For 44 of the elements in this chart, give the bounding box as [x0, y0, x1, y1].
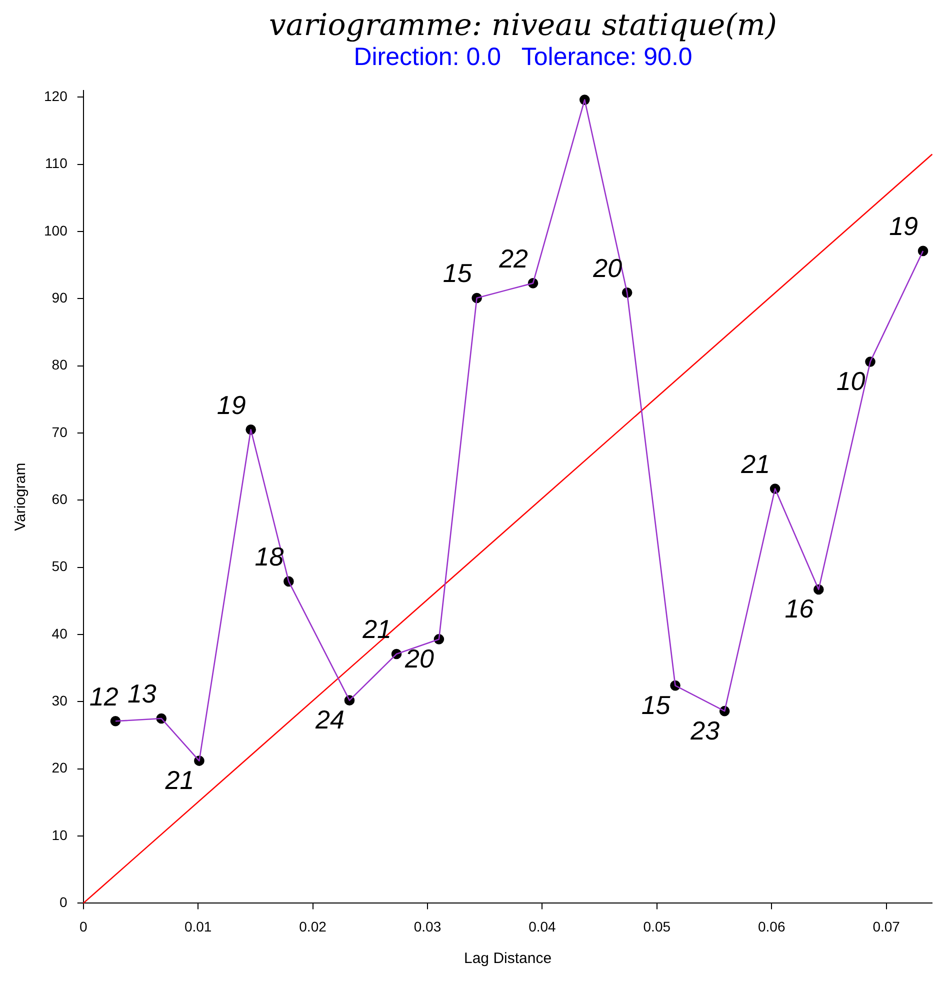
y-tick-label: 120 — [44, 88, 68, 104]
x-tick-label: 0.02 — [299, 918, 327, 934]
annotation: 19 — [216, 390, 246, 420]
annotation: 21 — [740, 448, 770, 479]
x-tick-label: 0.03 — [414, 918, 442, 934]
annotation: 18 — [254, 542, 284, 572]
x-tick-label: 0.05 — [643, 918, 671, 934]
y-tick-label: 70 — [52, 424, 68, 440]
annotation: 24 — [314, 704, 344, 735]
y-tick-label: 90 — [52, 289, 68, 306]
x-tick-label: 0.01 — [184, 918, 212, 934]
x-tick-label: 0.06 — [758, 918, 786, 934]
x-axis-title: Lag Distance — [464, 950, 552, 968]
y-tick-label: 10 — [52, 826, 68, 843]
y-tick-label: 60 — [52, 491, 68, 508]
annotation: 19 — [889, 211, 918, 242]
y-tick-label: 110 — [45, 155, 68, 172]
y-tick-label: 40 — [52, 625, 68, 642]
annotation: 20 — [404, 643, 434, 674]
annotation: 22 — [498, 243, 529, 274]
annotation: 23 — [690, 715, 720, 746]
annotation: 12 — [89, 681, 119, 712]
y-tick-label: 30 — [52, 692, 68, 709]
annotation: 15 — [641, 690, 671, 720]
annotation: 21 — [362, 614, 392, 644]
annotation: 13 — [127, 678, 157, 709]
y-tick-label: 50 — [52, 558, 68, 574]
annotation: 21 — [164, 765, 194, 796]
point — [918, 246, 928, 256]
point — [110, 716, 121, 726]
y-axis-title: Variogram — [12, 462, 30, 531]
x-tick-label: 0.07 — [872, 918, 900, 934]
y-tick-label: 20 — [52, 760, 68, 776]
annotation: 20 — [592, 252, 623, 283]
chart-title: variogramme: niveau statique(m) — [268, 8, 778, 43]
y-tick-label: 0 — [60, 894, 68, 910]
x-tick-label: 0 — [79, 918, 88, 934]
annotation: 16 — [784, 594, 814, 624]
annotation: 15 — [442, 258, 472, 288]
chart-subtitle: Direction: 0.0 Tolerance: 90.0 — [352, 43, 694, 72]
y-tick-label: 80 — [52, 356, 68, 373]
annotation: 10 — [836, 366, 866, 396]
y-tick-label: 100 — [44, 222, 68, 238]
x-tick-label: 0.04 — [528, 918, 556, 934]
